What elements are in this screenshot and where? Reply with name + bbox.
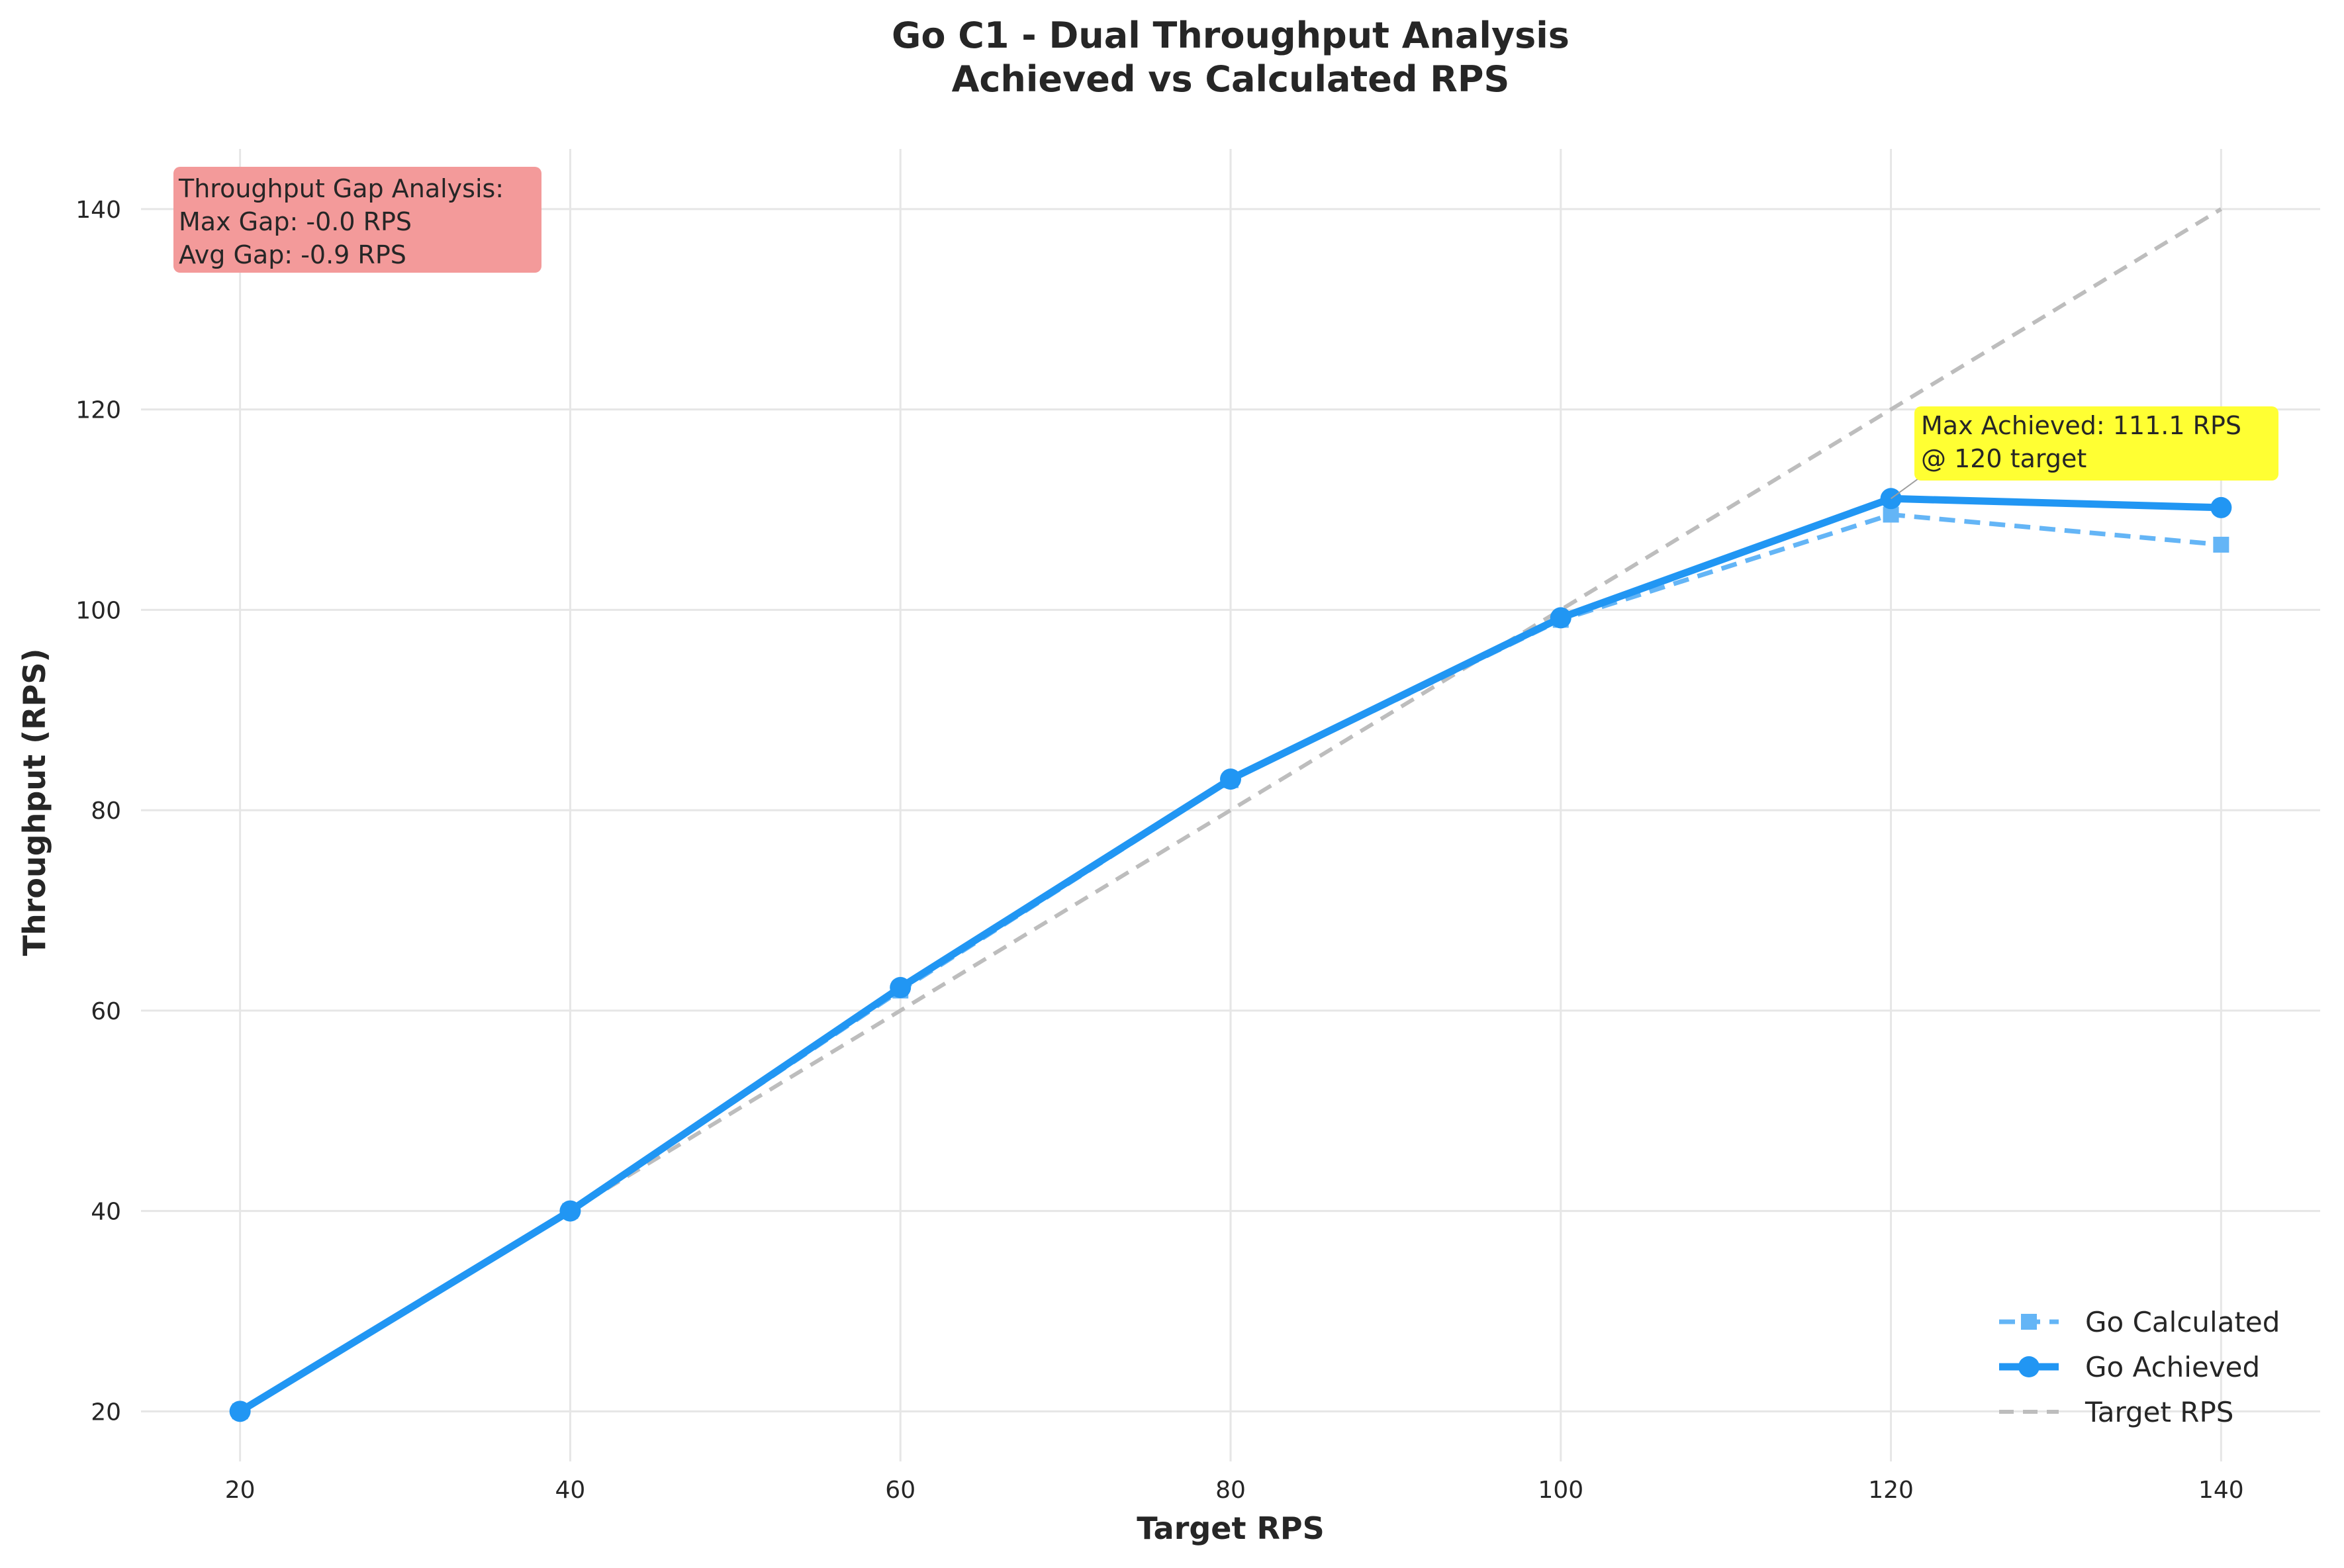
y-tick-label: 80 <box>91 798 121 825</box>
x-tick-label: 80 <box>1215 1477 1246 1504</box>
chart-title: Go C1 - Dual Throughput Analysis <box>892 15 1570 56</box>
go-achieved-point <box>229 1401 251 1422</box>
go-achieved-point <box>1220 768 1241 790</box>
x-tick-label: 60 <box>885 1477 915 1504</box>
max-achieved-line: @ 120 target <box>1921 444 2086 473</box>
x-tick-label: 140 <box>2198 1477 2244 1504</box>
max-achieved-line: Max Achieved: 111.1 RPS <box>1921 411 2241 440</box>
gap-analysis-line: Max Gap: -0.0 RPS <box>179 207 412 236</box>
y-tick-label: 60 <box>91 998 121 1025</box>
gap-analysis-box <box>173 167 541 273</box>
go-achieved-point <box>1550 607 1571 629</box>
y-tick-label: 100 <box>75 597 121 624</box>
x-tick-label: 20 <box>225 1477 256 1504</box>
go-achieved-point <box>559 1200 581 1222</box>
legend-label-go-calculated: Go Calculated <box>2085 1306 2280 1338</box>
legend-label-go-achieved: Go Achieved <box>2085 1351 2260 1383</box>
x-tick-label: 120 <box>1868 1477 1914 1504</box>
y-tick-label: 40 <box>91 1199 121 1226</box>
legend[interactable]: Go Calculated Go Achieved Target RPS <box>1999 1306 2280 1428</box>
chart-subtitle: Achieved vs Calculated RPS <box>952 58 1510 100</box>
max-achieved-box <box>1914 406 2278 481</box>
x-tick-label: 40 <box>555 1477 586 1504</box>
gap-analysis-line: Throughput Gap Analysis: <box>178 174 504 203</box>
x-tick-label: 100 <box>1538 1477 1583 1504</box>
go-calculated-point <box>1883 506 1899 523</box>
axis-ticks: 20 40 60 80 100 120 140 20 40 60 80 100 120 140 <box>75 197 2243 1504</box>
go-achieved-point <box>2210 496 2232 518</box>
legend-marker-go-calculated <box>2021 1314 2037 1330</box>
y-axis-label: Throughput (RPS) <box>17 649 52 956</box>
y-tick-label: 120 <box>75 397 121 424</box>
go-calculated-point <box>2213 536 2229 553</box>
legend-marker-go-achieved <box>2018 1356 2039 1377</box>
y-tick-label: 20 <box>91 1399 121 1426</box>
legend-label-target-rps: Target RPS <box>2085 1396 2233 1428</box>
x-axis-label: Target RPS <box>1137 1510 1325 1546</box>
go-achieved-point <box>890 977 912 999</box>
gap-analysis-line: Avg Gap: -0.9 RPS <box>179 240 406 269</box>
annotations: Throughput Gap Analysis: Max Gap: -0.0 RP… <box>173 167 2278 500</box>
y-tick-label: 140 <box>75 197 121 224</box>
